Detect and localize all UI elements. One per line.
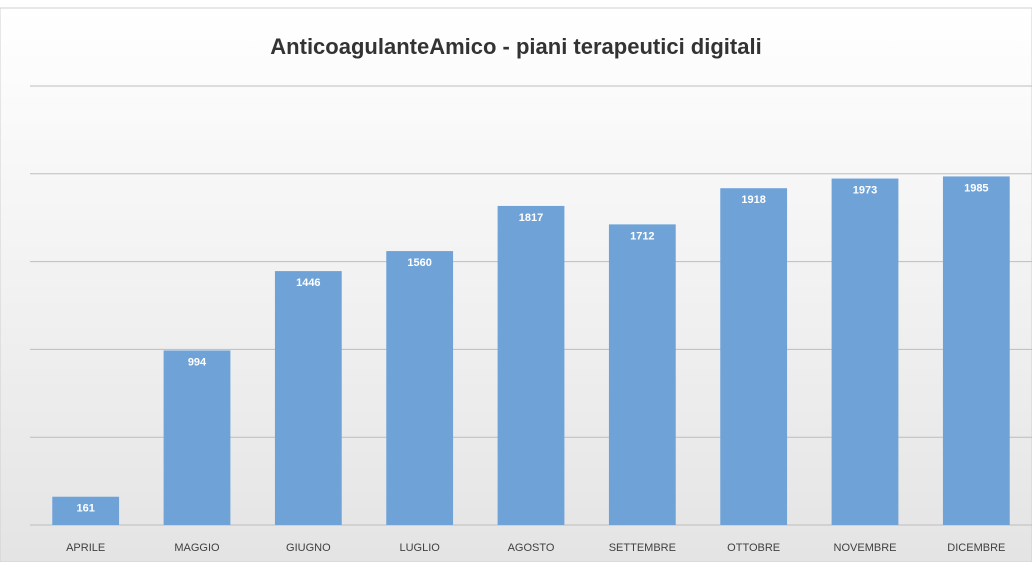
data-label: 1560 (407, 257, 431, 269)
bar (163, 350, 231, 525)
x-tick-label: AGOSTO (508, 542, 555, 554)
x-tick-label: GIUGNO (286, 542, 331, 554)
data-label: 994 (188, 356, 207, 368)
bar (274, 271, 342, 525)
x-tick-label: DICEMBRE (947, 542, 1005, 554)
bar (608, 224, 676, 525)
x-tick-label: APRILE (66, 542, 105, 554)
x-tick-label: OTTOBRE (727, 542, 780, 554)
data-label: 1817 (519, 212, 543, 224)
x-tick-label: NOVEMBRE (834, 542, 897, 554)
bar (52, 496, 120, 525)
bar (720, 188, 788, 525)
bar (942, 176, 1010, 525)
bar (386, 251, 454, 525)
data-label: 1985 (964, 182, 988, 194)
x-tick-label: SETTEMBRE (609, 542, 676, 554)
chart-title: AnticoagulanteAmico - piani terapeutici … (270, 34, 761, 59)
x-tick-label: MAGGIO (174, 542, 220, 554)
x-tick-label: LUGLIO (399, 542, 440, 554)
bar (831, 178, 899, 525)
bar (497, 205, 565, 525)
data-label: 1446 (296, 277, 320, 289)
data-label: 1712 (630, 230, 654, 242)
data-label: 161 (76, 503, 94, 515)
data-label: 1973 (853, 184, 877, 196)
data-label: 1918 (741, 194, 765, 206)
